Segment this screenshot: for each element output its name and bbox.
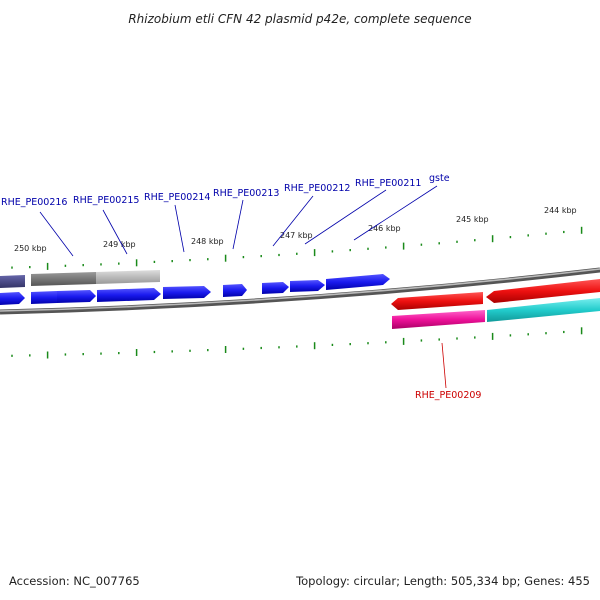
gene-arrow[interactable] — [57, 290, 96, 303]
plasmid-backbone-highlight — [0, 268, 600, 312]
leader-line — [174, 204, 185, 253]
light-grey-feature[interactable] — [96, 270, 160, 284]
gene-arrow[interactable] — [223, 284, 247, 297]
kbp-label: 249 kbp — [103, 240, 136, 249]
gene-label[interactable]: RHE_PE00216 — [1, 197, 67, 208]
gene-arrow[interactable] — [326, 274, 390, 290]
gene-label[interactable]: gste — [429, 173, 450, 184]
accession-text: Accession: NC_007765 — [9, 574, 140, 588]
gene-arrow[interactable] — [97, 288, 161, 302]
gene-arrow[interactable] — [290, 280, 325, 292]
map-title: Rhizobium etli CFN 42 plasmid p42e, comp… — [128, 12, 471, 26]
gene-label[interactable]: RHE_PE00215 — [73, 195, 139, 206]
gene-arrow[interactable] — [262, 282, 289, 294]
gene-arrow[interactable] — [391, 292, 483, 310]
gene-label[interactable]: RHE_PE00209 — [415, 390, 481, 401]
gene-label[interactable]: RHE_PE00213 — [213, 188, 279, 199]
slate-feature[interactable] — [0, 275, 25, 288]
lower-feature-row — [392, 298, 600, 329]
pink-feature[interactable] — [392, 310, 485, 329]
upper-feature-row — [0, 270, 160, 288]
forward-gene-row — [0, 274, 390, 305]
leader-line — [304, 189, 387, 245]
gene-label[interactable]: RHE_PE00214 — [144, 192, 210, 203]
leader-line — [272, 195, 314, 247]
gene-arrow[interactable] — [31, 291, 57, 304]
gene-label[interactable]: RHE_PE00212 — [284, 183, 350, 194]
outer-tick-ruler — [11, 226, 583, 270]
topology-text: Topology: circular; Length: 505,334 bp; … — [296, 574, 590, 588]
leader-line — [102, 209, 128, 255]
leader-line — [232, 199, 244, 250]
gene-arrow[interactable] — [163, 286, 211, 299]
gene-arrow[interactable] — [486, 279, 600, 303]
kbp-label: 248 kbp — [191, 237, 224, 246]
kbp-labels: 250 kbp 249 kbp 248 kbp 247 kbp 246 kbp … — [14, 206, 577, 253]
kbp-label: 246 kbp — [368, 224, 401, 233]
gene-arrow[interactable] — [0, 292, 25, 305]
grey-feature[interactable] — [31, 272, 96, 286]
inner-tick-ruler — [11, 327, 583, 359]
kbp-label: 250 kbp — [14, 244, 47, 253]
kbp-label: 247 kbp — [280, 231, 313, 240]
plasmid-backbone — [0, 267, 600, 315]
leader-line — [353, 185, 438, 241]
cyan-feature[interactable] — [487, 298, 600, 322]
leader-line — [39, 211, 74, 257]
reverse-gene-row — [391, 279, 600, 310]
kbp-label: 245 kbp — [456, 215, 489, 224]
leader-lines — [39, 185, 447, 389]
gene-labels: RHE_PE00216 RHE_PE00215 RHE_PE00214 RHE_… — [1, 173, 481, 401]
leader-line — [441, 342, 447, 389]
kbp-label: 244 kbp — [544, 206, 577, 215]
gene-label[interactable]: RHE_PE00211 — [355, 178, 421, 189]
